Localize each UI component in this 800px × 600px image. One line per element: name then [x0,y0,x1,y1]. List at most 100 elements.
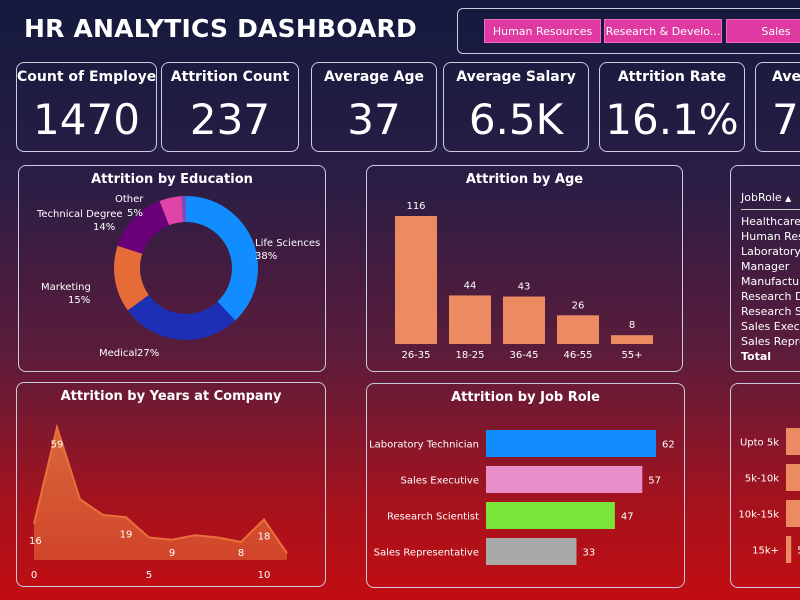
donut-slice-marketing [113,245,149,311]
bar-role-sales-executive [486,466,643,493]
slice-label-marketing-pct: 15% [68,295,90,306]
slice-label-technical-degree-name: Technical Degree [36,209,123,220]
table-header[interactable]: JobRole ▲ [741,188,800,210]
kpi-value: 16.1% [605,95,739,144]
bar-salary-upto-5k [786,428,800,455]
kpi-label: Aver [772,69,800,85]
tick-label: 55+ [621,350,642,361]
kpi-card-average-age: Average Age 37 [311,62,437,152]
bar-role-laboratory-technician [486,430,656,457]
table-row[interactable]: Research Dir [741,290,800,303]
kpi-card-average-salary: Average Salary 6.5K [443,62,589,152]
kpi-value: 7 [772,95,799,144]
data-label: 8 [629,320,635,331]
tick-label: Sales Executive [401,476,479,487]
table-row[interactable]: Research Sc [741,305,800,318]
tick-label: 46-55 [563,350,592,361]
slice-label-technical-degree-pct: 14% [93,222,115,233]
tick-label: Research Scientist [387,512,479,523]
bar-age-55 [611,335,653,344]
panel-jobrole-table: JobRole ▲ Healthcare Re Human Reso Labor… [730,165,800,372]
table-row[interactable]: Laboratory T [741,245,800,258]
slicer-button-human-resources[interactable]: Human Resources [484,19,601,43]
panel-attrition-by-job-role: Attrition by Job Role Laboratory Technic… [366,383,685,588]
tick-label: 5 [146,570,152,581]
tick-label: 10k-15k [738,510,779,521]
table-total-row: Total [741,350,772,363]
tick-label: Upto 5k [740,438,779,449]
kpi-card-employee-count: Count of Employee 1470 [16,62,157,152]
table-header-label: JobRole [741,191,782,204]
chart-title: Attrition by Age [465,172,584,187]
bar-age-36-45 [503,296,545,344]
data-label: 26 [572,300,585,311]
bar-age-18-25 [449,295,491,344]
table-row[interactable]: Sales Execut [741,320,800,333]
table-row[interactable]: Sales Repres [741,335,800,348]
panel-attrition-by-salary: Upto 5k 5k-10k 10k-15k 15k+ 5 [730,383,800,588]
table-row[interactable]: Human Reso [741,230,800,243]
kpi-value: 37 [347,95,401,144]
data-label: 62 [662,440,675,451]
table-row[interactable]: Manufacturi [741,275,800,288]
panel-attrition-by-years: Attrition by Years at Company 16 59 19 9 8 18… [16,382,326,587]
tick-label: 26-35 [401,350,430,361]
data-label: 19 [120,529,133,540]
donut-slice-technical-degree [117,201,170,254]
donut-slice-life-sciences [186,196,258,321]
kpi-card-attrition-count: Attrition Count 237 [161,62,299,152]
bar-role-research-scientist [486,502,615,529]
data-label: 59 [51,439,64,450]
tick-label: 10 [258,570,271,581]
jobrole-table: JobRole ▲ Healthcare Re Human Reso Labor… [741,188,800,364]
data-label: 43 [518,282,531,293]
data-label: 18 [258,532,271,543]
panel-attrition-by-education: Attrition by Education Life Sciences 38%… [18,165,326,372]
salary-bar-chart: Upto 5k 5k-10k 10k-15k 15k+ 5 [738,428,800,563]
kpi-value: 1470 [33,95,140,144]
bar-salary-15k [786,536,792,563]
department-slicer: Human Resources Research & Develo... Sal… [457,8,800,54]
slicer-button-research-development[interactable]: Research & Develo... [604,19,722,43]
data-label: 44 [464,280,477,291]
table-row[interactable]: Manager [741,260,790,273]
tick-label: 18-25 [455,350,484,361]
slice-label-other-pct: 5% [127,208,143,219]
tick-label: 15k+ [752,546,779,557]
table-row[interactable]: Healthcare Re [741,215,800,228]
years-area-chart: 16 59 19 9 8 18 0 5 10 [29,423,288,581]
data-label: 9 [169,548,175,559]
kpi-label: Attrition Count [170,69,290,85]
slice-label-other-name: Other [115,194,144,205]
chart-title: Attrition by Job Role [451,390,600,405]
slice-label-life-sciences-pct: 38% [255,251,277,262]
donut-slice-medical [127,295,236,340]
data-label: 33 [582,548,595,559]
data-label: 47 [621,512,634,523]
tick-label: Sales Representative [374,548,479,559]
kpi-label: Average Age [323,69,425,85]
kpi-label: Average Salary [456,69,576,85]
panel-attrition-by-age: Attrition by Age 116 26-35 44 18-25 43 36-45 2… [366,165,683,372]
donut-slice-other [159,196,184,226]
bar-salary-5k-10k [786,464,800,491]
tick-label: 0 [31,570,37,581]
slice-label-medical-name: Medical [99,348,137,359]
donut-slice-minor [181,196,186,223]
bar-age-46-55 [557,315,599,344]
slice-label-marketing-name: Marketing [41,282,91,293]
area-line [33,423,288,554]
area-fill [34,427,287,560]
data-label: 8 [238,548,244,559]
slicer-button-sales[interactable]: Sales [726,19,800,43]
kpi-value: 6.5K [468,95,564,144]
dashboard-title: HR ANALYTICS DASHBOARD [24,14,417,43]
bar-age-26-35 [395,216,437,344]
education-donut-chart: Life Sciences 38% Medical 27% Marketing … [36,194,320,359]
job-role-bar-chart: Laboratory Technician 62 Sales Executive 57… [369,430,675,565]
chart-title: Attrition by Education [91,172,253,187]
chart-title: Attrition by Years at Company [60,389,282,404]
kpi-label: Attrition Rate [617,69,727,85]
data-label: 116 [406,201,425,212]
sort-ascending-icon[interactable]: ▲ [785,194,792,203]
